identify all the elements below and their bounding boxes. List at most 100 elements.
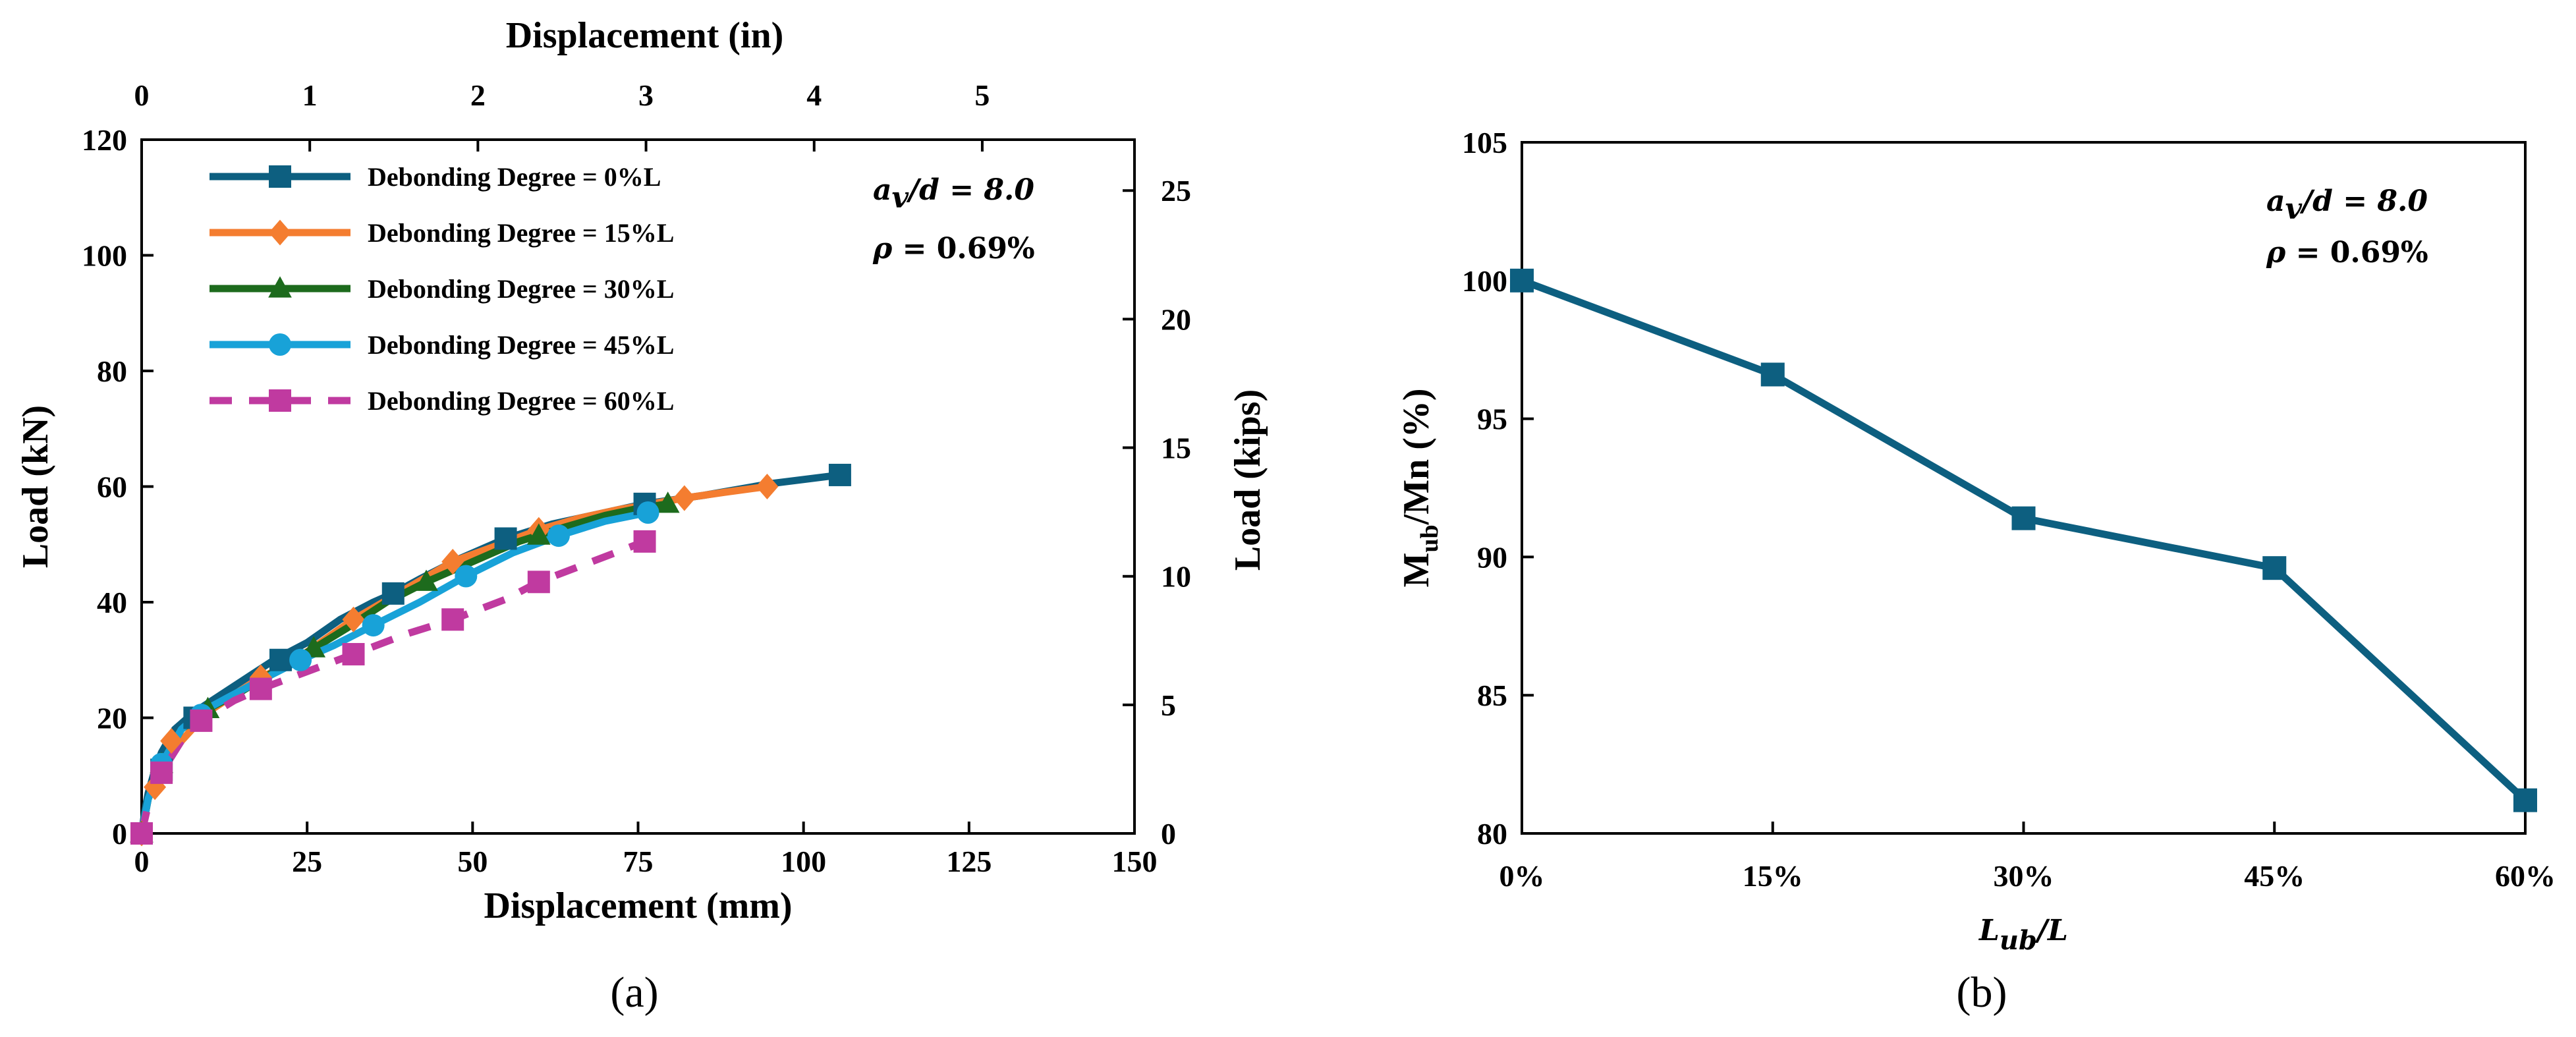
panel-b-moment-ratio-chart: 80 85 90 95 100 105 0% 15% 30% 45% 60% Lub/L Mub/Mn …: [1396, 126, 2556, 1017]
legend-label-debonding-degree-15-l: Debonding Degree = 15%L: [368, 218, 674, 248]
series-group: [130, 463, 851, 847]
legend-marker-debonding-degree-45-l: [269, 333, 291, 356]
top-x-tick-label: 2: [470, 78, 486, 112]
x-axis-title: Displacement (mm): [484, 885, 792, 926]
series-line-moment-ratio: [1521, 277, 2528, 803]
legend-marker-debonding-degree-60-l: [269, 389, 291, 412]
data-point-debonding-degree-15-l: [342, 606, 365, 632]
x-tick-label: 0: [134, 845, 150, 878]
legend-label-debonding-degree-0-l: Debonding Degree = 0%L: [368, 162, 661, 192]
data-point-debonding-degree-30-l: [526, 523, 551, 545]
y-tick-label: 90: [1477, 540, 1507, 574]
data-point-debonding-degree-30-l: [656, 491, 680, 513]
y-tick-label: 105: [1462, 126, 1507, 159]
data-point-debonding-degree-60-l: [249, 677, 272, 700]
x-tick-label: 60%: [2495, 859, 2556, 893]
legend-marker-debonding-degree-15-l: [269, 219, 291, 246]
data-point-debonding-degree-15-l: [160, 728, 183, 754]
data-point-0: [1510, 268, 1534, 293]
panel-b-annotation-ratio-rest: /d = 8.0: [2299, 184, 2428, 218]
panel-b-annotation-ratio-sub: v: [2285, 192, 2303, 226]
y-tick-label: 20: [97, 702, 127, 735]
y-tick-label: 100: [82, 239, 127, 273]
data-point-debonding-degree-45-l: [547, 524, 570, 547]
data-point-debonding-degree-60-l: [150, 761, 173, 784]
data-point-debonding-degree-60-l: [130, 822, 153, 845]
x-tick-label: 100: [781, 845, 826, 878]
top-x-axis-title: Displacement (in): [506, 15, 784, 56]
data-point-30: [2011, 506, 2036, 530]
y-tick-label: 0: [112, 817, 127, 851]
top-x-tick-label: 5: [974, 78, 990, 112]
data-point-debonding-degree-15-l: [673, 485, 696, 511]
y-axis-title: Load (kN): [15, 405, 56, 568]
x-tick-label: 45%: [2244, 859, 2305, 893]
top-x-tick-label: 1: [302, 78, 318, 112]
legend: Debonding Degree = 0%L Debonding Degree =…: [210, 162, 674, 416]
data-point-debonding-degree-30-l: [414, 569, 438, 591]
y-axis-title: Mub/Mn (%): [1396, 389, 1443, 588]
panel-a-annotation-ratio-sub: v: [892, 181, 909, 215]
panel-a-annotation-rho-value: = 0.69%: [892, 232, 1034, 266]
panel-b-annotation-rho-value: = 0.69%: [2285, 236, 2428, 269]
data-point-debonding-degree-45-l: [455, 565, 478, 588]
x-tick-label: 50: [457, 845, 488, 878]
panel-a-annotation-ratio-main: a: [873, 173, 892, 207]
data-point-debonding-degree-0-l: [828, 463, 851, 486]
right-y-tick-label: 15: [1161, 432, 1191, 465]
panel-b-label: (b): [1957, 968, 2007, 1017]
data-point-debonding-degree-60-l: [527, 571, 550, 594]
right-y-axis-title: Load (kips): [1227, 389, 1268, 571]
legend-marker-debonding-degree-0-l: [269, 165, 291, 188]
x-tick-label: 15%: [1743, 859, 1803, 893]
data-point-debonding-degree-0-l: [381, 582, 405, 605]
top-x-tick-label: 4: [806, 78, 822, 112]
y-tick-label: 100: [1462, 264, 1507, 298]
series-line-debonding-degree-30-l: [138, 500, 672, 837]
panel-a-annotation-rho: ρ = 0.69%: [872, 232, 1035, 266]
x-axis-title: Lub/L: [1978, 914, 2068, 956]
legend-label-debonding-degree-60-l: Debonding Degree = 60%L: [368, 386, 674, 416]
panel-b-annotation-ratio-main: a: [2266, 184, 2285, 218]
x-axis-title-sub: ub: [2000, 925, 2037, 956]
panel-b-annotation-rho-symbol: ρ: [2266, 236, 2286, 269]
y-axis-title-rest: /Mn (%): [1396, 389, 1437, 526]
y-tick-label: 85: [1477, 679, 1507, 712]
legend-label-debonding-degree-30-l: Debonding Degree = 30%L: [368, 274, 674, 304]
series-line-debonding-degree-15-l: [138, 483, 771, 837]
right-y-tick-label: 5: [1161, 688, 1176, 722]
y-tick-label: 60: [97, 470, 127, 504]
legend-marker-debonding-degree-30-l: [268, 276, 292, 298]
panel-a-annotation-rho-symbol: ρ: [872, 232, 893, 266]
x-axis-title-rest: /L: [2034, 914, 2068, 947]
panel-a-annotation-ratio-rest: /d = 8.0: [906, 173, 1034, 207]
data-point-debonding-degree-45-l: [362, 614, 385, 637]
data-point-debonding-degree-15-l: [756, 473, 779, 500]
x-tick-label: 30%: [1994, 859, 2054, 893]
data-point-debonding-degree-45-l: [636, 501, 659, 524]
y-axis-title-sub: ub: [1416, 524, 1443, 552]
y-tick-label: 120: [82, 123, 127, 157]
y-tick-label: 80: [1477, 817, 1507, 851]
panel-b-annotation-rho: ρ = 0.69%: [2266, 236, 2428, 269]
y-tick-label: 40: [97, 586, 127, 619]
series-line-debonding-degree-0-l: [138, 471, 844, 837]
panel-a-label: (a): [610, 968, 658, 1017]
legend-label-debonding-degree-45-l: Debonding Degree = 45%L: [368, 330, 674, 360]
data-point-debonding-degree-60-l: [342, 642, 365, 665]
series-line-debonding-degree-45-l: [138, 509, 652, 837]
top-x-tick-label: 3: [638, 78, 654, 112]
y-axis-title-main: M: [1396, 553, 1437, 588]
x-tick-label: 0%: [1499, 859, 1545, 893]
x-tick-label: 75: [623, 845, 654, 878]
panel-b-annotation-ratio: av/d = 8.0: [2266, 184, 2428, 226]
right-y-tick-label: 10: [1161, 560, 1191, 594]
data-point-debonding-degree-0-l: [269, 648, 292, 671]
y-tick-label: 80: [97, 354, 127, 388]
data-point-debonding-degree-60-l: [190, 709, 213, 732]
right-y-tick-label: 20: [1161, 302, 1191, 336]
x-axis-title-main: L: [1978, 914, 2000, 947]
top-x-tick-label: 0: [134, 78, 150, 112]
